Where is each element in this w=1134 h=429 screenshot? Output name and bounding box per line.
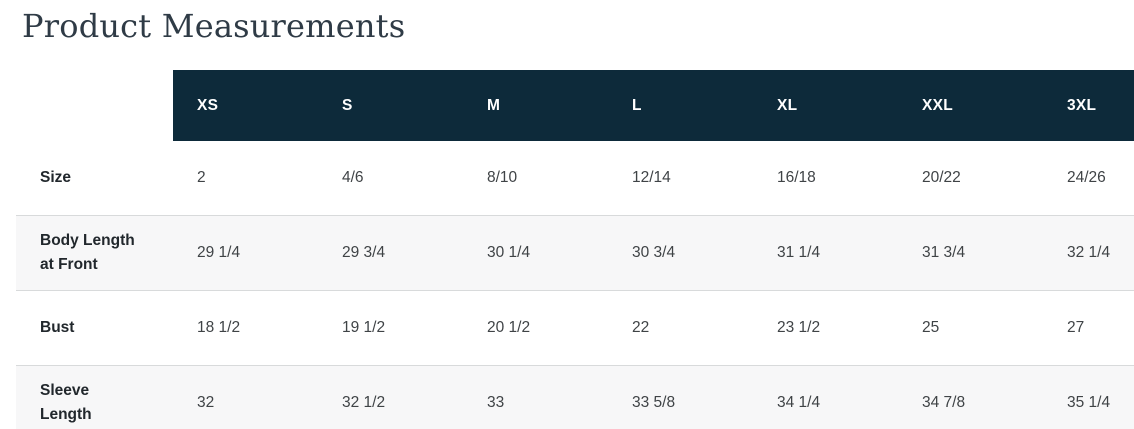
row-label: Sleeve Length — [16, 365, 173, 429]
table-cell: 8/10 — [487, 169, 518, 186]
table-row-sleeve-length: Sleeve Length 32 32 1/2 33 33 5/8 34 1/4… — [16, 365, 1134, 429]
table-cell: 31 1/4 — [753, 215, 898, 291]
table-cell: 12/14 — [632, 169, 671, 186]
table-cell: 32 1/2 — [318, 365, 463, 429]
page-title: Product Measurements — [22, 7, 406, 45]
table-cell: 23 1/2 — [753, 290, 898, 366]
row-label: Body Length at Front — [16, 215, 173, 291]
table-cell: 31 3/4 — [898, 215, 1043, 291]
header-corner-cell — [16, 70, 173, 141]
table-cell: 30 1/4 — [463, 215, 608, 291]
table-row-bust: Bust 18 1/2 19 1/2 20 1/2 22 23 1/2 25 2… — [16, 290, 1134, 366]
table-cell: 19 1/2 — [318, 290, 463, 366]
table-cell: 34 7/8 — [898, 365, 1043, 429]
table-cell: 4/6 — [342, 169, 364, 186]
table-cell: 30 3/4 — [608, 215, 753, 291]
table-cell: 18 1/2 — [173, 290, 318, 366]
column-header-xxl: XXL — [898, 70, 1043, 141]
column-header-3xl: 3XL — [1043, 70, 1134, 141]
table-cell: 22 — [608, 290, 753, 366]
table-cell: 25 — [898, 290, 1043, 366]
table-cell: 32 1/4 — [1043, 215, 1134, 291]
column-header-l: L — [608, 70, 753, 141]
row-label: Bust — [16, 290, 173, 366]
table-cell: 29 1/4 — [173, 215, 318, 291]
table-row-body-length-at-front: Body Length at Front 29 1/4 29 3/4 30 1/… — [16, 215, 1134, 291]
column-header-s: S — [318, 70, 463, 141]
table-row-size: Size 2 4/6 8/10 12/14 16/18 20/22 24/26 — [16, 141, 1134, 216]
table-cell: 33 5/8 — [608, 365, 753, 429]
column-header-xs: XS — [173, 70, 318, 141]
table-cell: 33 — [463, 365, 608, 429]
table-cell: 32 — [173, 365, 318, 429]
column-header-m: M — [463, 70, 608, 141]
row-label: Size — [40, 169, 72, 186]
table-cell: 35 1/4 — [1043, 365, 1134, 429]
size-header-row: XS S M L XL XXL 3XL — [16, 70, 1134, 141]
table-cell: 27 — [1043, 290, 1134, 366]
table-cell: 29 3/4 — [318, 215, 463, 291]
column-header-xl: XL — [753, 70, 898, 141]
table-cell: 16/18 — [777, 169, 816, 186]
table-cell: 20 1/2 — [463, 290, 608, 366]
table-cell: 34 1/4 — [753, 365, 898, 429]
table-cell: 2 — [197, 169, 206, 186]
table-cell: 24/26 — [1067, 169, 1106, 186]
table-cell: 20/22 — [922, 169, 961, 186]
product-measurements-table: XS S M L XL XXL 3XL Size 2 4/6 8/10 12/1… — [16, 70, 1134, 429]
